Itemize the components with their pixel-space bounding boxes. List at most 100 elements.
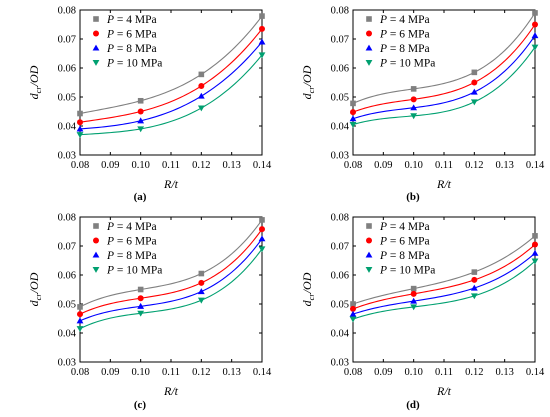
series-line	[352, 46, 536, 126]
data-point	[258, 38, 266, 45]
series-line	[352, 24, 536, 113]
legend-label-value: = 4 MPa	[114, 14, 157, 26]
legend-label-symbol: P	[379, 236, 387, 248]
series-line	[79, 41, 263, 130]
legend-label: P = 4 MPa	[379, 14, 430, 26]
y-tick-label: 0.06	[331, 271, 349, 282]
series-line	[79, 28, 263, 123]
x-tick-label: 0.12	[192, 367, 210, 378]
data-point	[349, 316, 357, 323]
y-axis-label-main: d	[27, 92, 41, 99]
series-line	[352, 260, 536, 320]
data-point	[531, 44, 539, 51]
data-point	[76, 326, 84, 333]
legend-label-symbol: P	[106, 29, 114, 41]
data-point	[349, 310, 357, 317]
y-tick-label: 0.07	[58, 35, 76, 46]
legend-marker	[92, 44, 100, 51]
y-tick-label: 0.08	[331, 213, 349, 224]
legend-label-symbol: P	[106, 250, 114, 262]
legend-label-value: = 4 MPa	[387, 14, 430, 26]
data-point	[197, 288, 205, 295]
y-axis-label: dcr/OD	[27, 272, 43, 306]
y-axis-label-main: d	[300, 299, 314, 306]
series-line	[79, 219, 263, 308]
y-axis-label: dcr/OD	[300, 272, 316, 306]
legend-label-symbol: P	[379, 14, 387, 26]
x-tick-label: 0.10	[404, 160, 422, 171]
series-line	[352, 244, 536, 310]
series-line	[352, 12, 536, 104]
legend-label-symbol: P	[379, 265, 387, 277]
legend-label: P = 6 MPa	[379, 29, 430, 41]
y-tick-label: 0.06	[58, 64, 76, 75]
y-tick-label: 0.08	[58, 213, 76, 224]
data-point	[349, 122, 357, 128]
data-point	[198, 82, 205, 89]
x-tick-label: 0.10	[131, 367, 149, 378]
x-tick-label: 0.13	[495, 160, 513, 171]
data-point	[471, 69, 478, 76]
legend-label: P = 8 MPa	[106, 43, 157, 55]
x-tick-label: 0.11	[435, 160, 453, 171]
legend-label: P = 10 MPa	[106, 265, 162, 277]
data-point	[350, 305, 356, 312]
data-point	[137, 302, 145, 309]
data-point	[258, 52, 266, 59]
x-tick-label: 0.09	[374, 160, 392, 171]
data-point	[531, 32, 539, 39]
y-tick-label: 0.03	[58, 151, 76, 162]
data-point	[531, 258, 539, 265]
legend-label: P = 4 MPa	[106, 221, 157, 233]
legend-label-symbol: P	[106, 265, 114, 277]
legend-label-value: = 8 MPa	[114, 250, 157, 262]
data-point	[137, 97, 144, 104]
y-axis-label-rest: /OD	[27, 272, 41, 294]
y-tick-label: 0.04	[58, 329, 77, 340]
legend-marker	[93, 30, 99, 37]
data-point	[259, 13, 265, 19]
y-axis-label: dcr/OD	[300, 65, 316, 99]
y-axis-label-subscript: cr	[306, 86, 316, 94]
legend-label-value: = 6 MPa	[387, 29, 430, 41]
legend-label-value: = 8 MPa	[114, 43, 157, 55]
legend-label-value: = 6 MPa	[387, 236, 430, 248]
legend-marker	[365, 266, 373, 273]
x-tick-label: 0.08	[344, 160, 362, 171]
data-point	[410, 297, 418, 304]
data-point	[349, 115, 357, 122]
legend-label-symbol: P	[379, 58, 387, 70]
legend-label-value: = 4 MPa	[114, 221, 157, 233]
data-point	[259, 25, 265, 32]
y-tick-label: 0.07	[331, 242, 349, 253]
y-tick-label: 0.08	[58, 6, 76, 17]
y-tick-label: 0.07	[331, 35, 349, 46]
series-line	[352, 35, 536, 120]
data-point	[410, 104, 418, 111]
x-tick-label: 0.08	[71, 367, 89, 378]
y-tick-label: 0.04	[58, 122, 77, 133]
legend-marker	[365, 251, 373, 258]
data-point	[258, 235, 266, 242]
legend-label-value: = 6 MPa	[114, 236, 157, 248]
data-point	[77, 304, 83, 310]
data-point	[137, 310, 145, 317]
data-point	[532, 10, 538, 16]
legend-marker	[366, 30, 372, 37]
data-point	[410, 113, 418, 120]
legend-label: P = 4 MPa	[379, 221, 430, 233]
data-point	[137, 117, 145, 124]
y-tick-label: 0.04	[331, 329, 350, 340]
y-tick-label: 0.03	[331, 151, 349, 162]
data-point	[471, 276, 478, 283]
y-axis-label: dcr/OD	[27, 65, 43, 99]
x-tick-label: 0.12	[465, 160, 483, 171]
data-point	[137, 286, 144, 293]
series-line	[352, 235, 536, 305]
x-tick-label: 0.13	[222, 367, 240, 378]
x-tick-label: 0.12	[192, 160, 210, 171]
data-point	[470, 284, 478, 291]
data-point	[198, 279, 205, 286]
y-tick-label: 0.08	[331, 6, 349, 17]
